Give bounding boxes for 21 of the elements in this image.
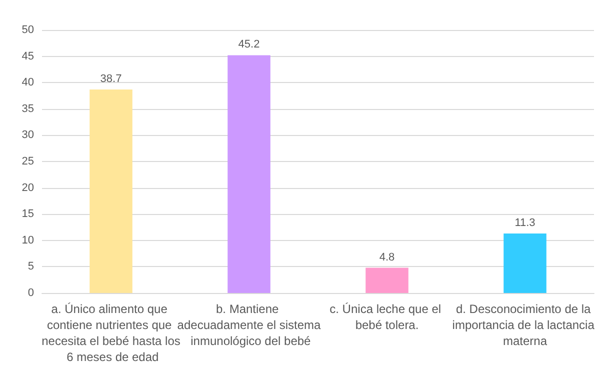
y-tick-label: 35 <box>22 102 34 115</box>
x-tick-label: c. Única leche que el bebé tolera. <box>330 302 444 332</box>
data-label: 4.8 <box>379 251 395 264</box>
bar <box>90 89 132 293</box>
data-label: 45.2 <box>238 38 260 51</box>
y-tick-label: 25 <box>22 156 34 168</box>
y-tick-label: 10 <box>22 234 34 246</box>
y-tick-label: 50 <box>22 24 34 36</box>
y-tick-label: 45 <box>22 50 34 62</box>
bar <box>366 268 408 293</box>
y-tick-label: 0 <box>28 287 34 299</box>
data-label: 11.3 <box>514 217 536 230</box>
y-tick-label: 20 <box>22 182 34 194</box>
bar <box>228 55 270 293</box>
y-tick-label: 40 <box>22 76 34 89</box>
y-tick-label: 5 <box>28 260 34 273</box>
y-tick-label: 30 <box>22 129 34 142</box>
y-tick-label: 15 <box>22 208 34 220</box>
data-label: 38.7 <box>100 72 122 85</box>
bar <box>504 234 546 293</box>
x-tick-label: d. Desconocimiento de la importancia de la lactancia materna <box>452 302 598 348</box>
